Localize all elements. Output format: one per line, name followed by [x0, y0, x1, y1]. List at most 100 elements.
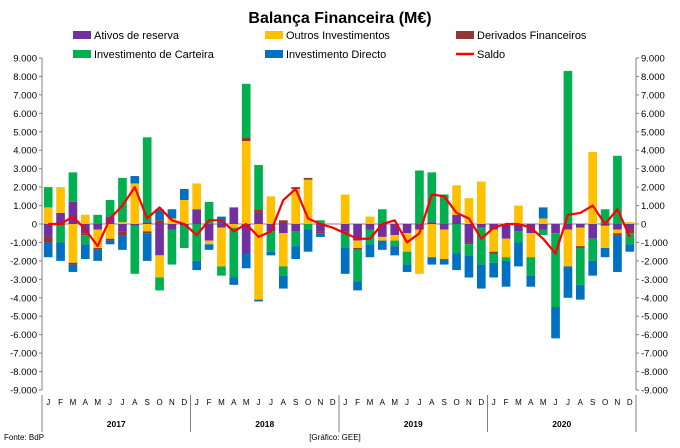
- bar-carteira: [353, 249, 362, 282]
- bar-carteira: [229, 227, 239, 278]
- credit-note: [Gráfico: GEE]: [309, 433, 361, 442]
- x-month-label: M: [391, 398, 398, 407]
- bar-directo: [464, 255, 474, 278]
- y-tick-label-left: 1.000: [13, 201, 37, 212]
- bar-outros: [563, 229, 573, 267]
- x-month-label: D: [478, 398, 484, 407]
- bar-outros: [68, 224, 78, 263]
- bar-reserva: [365, 224, 375, 230]
- x-year-label: 2020: [552, 419, 571, 429]
- bar-carteira: [303, 224, 313, 230]
- bar-directo: [526, 275, 536, 287]
- y-tick-label-left: -2.000: [10, 256, 37, 267]
- bar-reserva: [575, 224, 585, 228]
- bar-reserva: [402, 224, 412, 234]
- x-month-label: J: [195, 398, 199, 407]
- bar-directo: [501, 260, 511, 287]
- bar-carteira: [217, 266, 226, 276]
- bar-carteira: [600, 209, 610, 224]
- x-month-label: J: [566, 398, 570, 407]
- bar-directo: [179, 188, 189, 201]
- bar-reserva: [118, 224, 127, 232]
- x-month-label: A: [83, 398, 89, 407]
- x-year-label: 2019: [404, 419, 423, 429]
- x-month-label: J: [492, 398, 496, 407]
- bar-directo: [105, 240, 115, 245]
- legend-label-derivados: Derivados Financeiros: [477, 30, 587, 42]
- x-month-label: M: [94, 398, 101, 407]
- y-tick-label-left: 9.000: [13, 54, 37, 65]
- bar-carteira: [489, 253, 499, 263]
- y-tick-label-left: 2.000: [13, 183, 37, 194]
- bar-derivados: [316, 231, 325, 234]
- bar-directo: [204, 244, 214, 250]
- bar-outros: [452, 185, 461, 215]
- bar-carteira: [538, 229, 548, 236]
- bar-directo: [390, 246, 400, 256]
- x-month-label: A: [281, 398, 287, 407]
- bar-directo: [452, 253, 461, 271]
- bar-outros: [575, 227, 585, 247]
- bar-outros: [266, 196, 276, 224]
- y-tick-label-left: 0: [32, 220, 37, 231]
- bar-directo: [402, 264, 412, 272]
- bar-reserva: [476, 224, 486, 228]
- x-year-label: 2018: [255, 419, 274, 429]
- bar-reserva: [167, 224, 177, 230]
- bar-directo: [353, 281, 362, 291]
- bar-outros: [229, 224, 239, 228]
- bar-outros: [476, 181, 486, 224]
- x-month-label: J: [417, 398, 421, 407]
- x-month-label: D: [627, 398, 633, 407]
- bar-outros: [526, 233, 536, 258]
- bar-outros: [130, 183, 140, 224]
- saldo-polyline: [48, 186, 631, 255]
- legend-swatch-derivados: [456, 31, 474, 39]
- bar-outros: [93, 229, 103, 248]
- x-month-label: M: [70, 398, 77, 407]
- bar-derivados: [43, 236, 53, 243]
- x-month-label: M: [540, 398, 547, 407]
- bar-carteira: [514, 231, 523, 243]
- x-month-label: F: [504, 398, 509, 407]
- bar-directo: [600, 247, 610, 258]
- bar-derivados: [625, 229, 635, 234]
- x-month-label: S: [590, 398, 595, 407]
- bar-outros: [303, 179, 313, 224]
- bar-reserva: [439, 224, 449, 230]
- x-month-label: F: [58, 398, 63, 407]
- bar-reserva: [130, 224, 140, 226]
- bar-directo: [613, 235, 622, 272]
- bar-reserva: [551, 224, 560, 234]
- y-tick-label-right: -6.000: [641, 330, 668, 341]
- bar-directo: [340, 247, 350, 274]
- bar-reserva: [291, 224, 301, 232]
- bar-carteira: [254, 164, 263, 210]
- bar-carteira: [241, 83, 251, 138]
- y-tick-label-right: 8.000: [641, 72, 665, 83]
- bar-carteira: [105, 200, 115, 217]
- x-month-label: J: [554, 398, 558, 407]
- bar-carteira: [291, 231, 301, 247]
- y-tick-label-right: 6.000: [641, 109, 665, 120]
- bar-outros: [118, 222, 127, 224]
- x-month-label: S: [442, 398, 447, 407]
- bar-carteira: [179, 225, 189, 248]
- bar-reserva: [613, 224, 622, 230]
- bar-directo: [514, 242, 523, 267]
- legend-swatch-directo: [265, 50, 283, 58]
- bar-outros: [501, 238, 511, 258]
- bar-derivados: [613, 233, 622, 236]
- bar-reserva: [155, 224, 164, 256]
- legend-swatch-outros: [265, 31, 283, 39]
- bar-carteira: [575, 247, 585, 285]
- bar-derivados: [353, 247, 362, 250]
- bar-outros: [353, 240, 362, 248]
- bar-directo: [278, 275, 288, 289]
- bar-outros: [155, 255, 164, 278]
- x-month-label: O: [156, 398, 162, 407]
- x-month-label: O: [602, 398, 608, 407]
- bar-outros: [600, 225, 610, 248]
- bar-directo: [439, 259, 449, 265]
